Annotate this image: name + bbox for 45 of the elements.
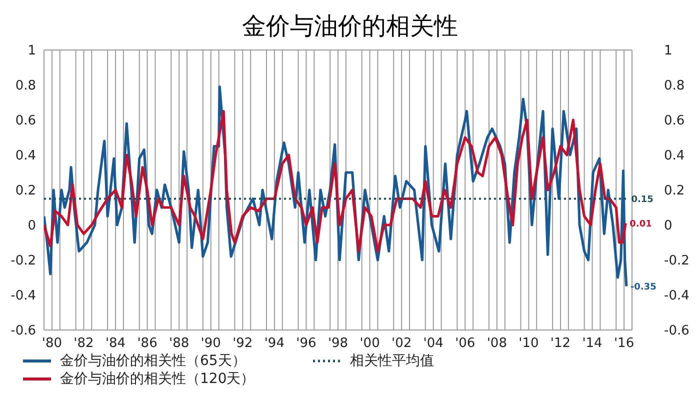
x-tick-label: '10 [518,336,539,352]
legend-label: 金价与油价的相关性（65天） [60,352,246,370]
y-tick-label: 1 [28,44,36,59]
x-tick-label: '84 [105,336,126,352]
x-tick-label: '92 [232,336,253,352]
y-tick-label: -0.2 [10,254,36,269]
chart-title: 金价与油价的相关性 [241,11,459,42]
x-tick-label: '88 [169,336,190,352]
legend-label: 相关性平均值 [350,352,434,370]
y-tick-label: 0.8 [15,78,36,94]
y-tick-label: 0 [28,218,36,234]
x-tick-label: '80 [42,336,62,352]
x-tick-label: '02 [392,336,412,352]
legend-label: 金价与油价的相关性（120天） [60,370,255,388]
x-tick-label: '08 [486,336,507,352]
x-tick-label: '94 [264,336,284,352]
y-tick-label: -0.6 [10,324,36,339]
y2-tick-label: -0.2 [664,254,690,269]
x-tick-label: '06 [455,336,476,352]
y-tick-label: 0.4 [15,148,36,164]
x-tick-label: '14 [582,336,602,352]
x-tick-label: '04 [423,336,444,352]
y2-tick-label: 1 [664,44,672,59]
y2-tick-label: -0.4 [664,288,690,304]
x-tick-label: '82 [74,336,94,352]
x-tick-label: '90 [200,336,221,352]
x-tick-label: '00 [360,336,380,352]
x-tick-label: '86 [137,336,158,352]
line-series [44,110,627,253]
x-tick-label: '12 [550,336,571,352]
y2-tick-label: -0.6 [664,324,690,339]
y-tick-label: 0.2 [15,184,36,199]
y2-tick-label: 0.2 [664,184,685,199]
y2-tick-label: 0.6 [664,114,685,129]
y-tick-label: -0.4 [10,288,36,304]
annotation: 0.15 [631,194,654,205]
x-tick-label: '16 [614,336,634,352]
y-tick-label: 0.6 [15,114,36,129]
y2-tick-label: 0.8 [664,78,685,94]
annotation: -0.35 [630,282,656,292]
x-tick-label: '98 [328,336,348,352]
x-tick-label: '96 [296,336,316,352]
annotation: 0.01 [630,219,652,230]
y2-tick-label: 0 [664,218,672,234]
y2-tick-label: 0.4 [664,148,685,164]
